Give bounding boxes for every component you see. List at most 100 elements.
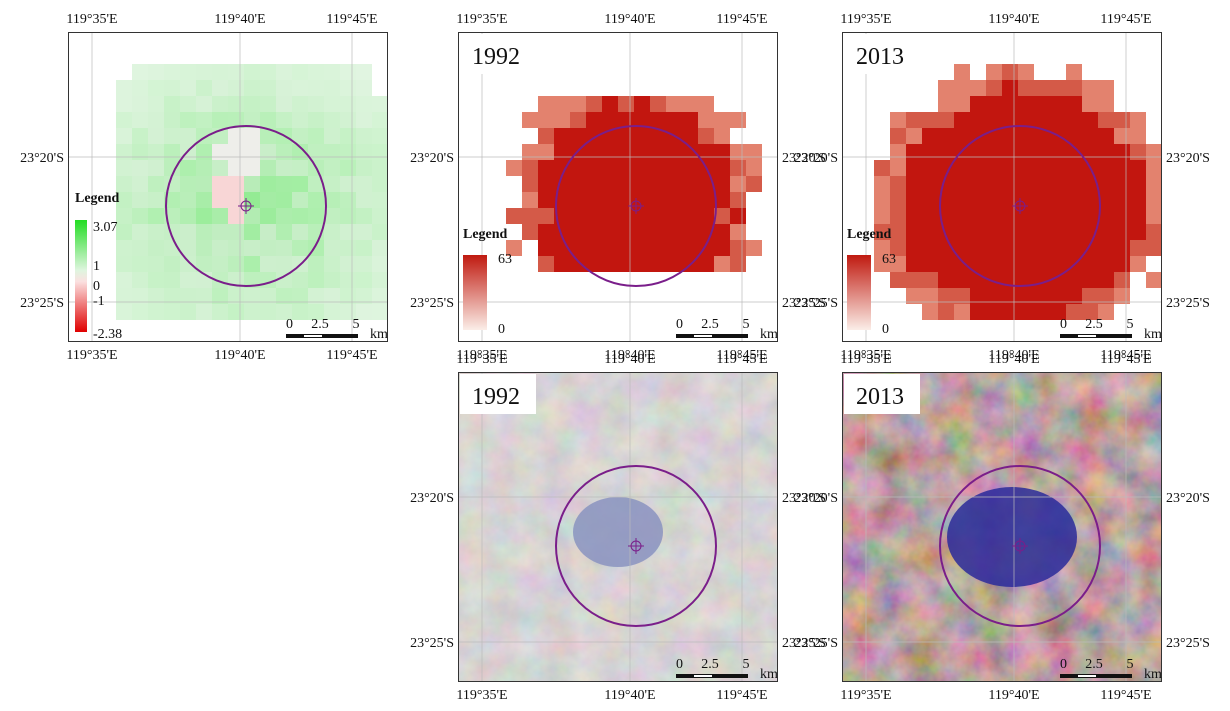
raster-cell <box>1066 208 1082 224</box>
raster-cell <box>570 208 586 224</box>
lon-label: 119°45'E <box>1100 352 1151 367</box>
raster-cell <box>922 272 938 288</box>
raster-cell <box>634 240 650 256</box>
raster-cell <box>212 208 228 224</box>
raster-cell <box>116 288 132 304</box>
raster-cell <box>522 192 538 208</box>
raster-cell <box>634 256 650 272</box>
lon-label: 119°45'E <box>716 688 767 703</box>
lon-label: 119°40'E <box>988 352 1039 367</box>
raster-cell <box>570 224 586 240</box>
figure: Legend3.0710-1-2.3802.55km119°35'E119°35… <box>0 0 1230 706</box>
raster-cell <box>1146 176 1162 192</box>
raster-cell <box>698 128 714 144</box>
legend-bar <box>847 255 871 330</box>
raster-cell <box>922 192 938 208</box>
raster-cell <box>650 96 666 112</box>
raster-cell <box>292 208 308 224</box>
raster-cell <box>132 128 148 144</box>
raster-cell <box>228 96 244 112</box>
raster-cell <box>260 304 276 320</box>
raster-cell <box>132 288 148 304</box>
scale-label: 2.5 <box>1085 657 1103 672</box>
raster-cell <box>970 144 986 160</box>
raster-cell <box>970 112 986 128</box>
raster-cell <box>228 208 244 224</box>
raster-cell <box>164 80 180 96</box>
raster-cell <box>356 112 372 128</box>
raster-cell <box>522 224 538 240</box>
raster-cell <box>164 64 180 80</box>
raster-cell <box>970 240 986 256</box>
raster-cell <box>922 304 938 320</box>
raster-cell <box>372 304 388 320</box>
raster-cell <box>1146 144 1162 160</box>
raster-cell <box>970 192 986 208</box>
raster-cell <box>650 208 666 224</box>
raster-cell <box>986 208 1002 224</box>
raster-cell <box>570 128 586 144</box>
raster-cell <box>340 112 356 128</box>
raster-cell <box>954 288 970 304</box>
raster-cell <box>164 96 180 112</box>
raster-cell <box>196 288 212 304</box>
scale-bar <box>1078 675 1096 677</box>
raster-cell <box>602 176 618 192</box>
raster-cell <box>1050 192 1066 208</box>
raster-cell <box>970 224 986 240</box>
legend-label: 63 <box>498 252 512 267</box>
raster-cell <box>602 160 618 176</box>
lon-label: 119°35'E <box>840 12 891 27</box>
raster-cell <box>132 256 148 272</box>
raster-cell <box>634 96 650 112</box>
raster-cell <box>1002 208 1018 224</box>
raster-cell <box>602 192 618 208</box>
raster-cell <box>1002 224 1018 240</box>
raster-cell <box>276 80 292 96</box>
raster-cell <box>522 112 538 128</box>
raster-cell <box>1034 192 1050 208</box>
raster-cell <box>1098 112 1114 128</box>
raster-cell <box>1066 240 1082 256</box>
raster-cell <box>698 208 714 224</box>
raster-cell <box>292 176 308 192</box>
raster-cell <box>1130 144 1146 160</box>
raster-cell <box>874 208 890 224</box>
raster-cell <box>906 192 922 208</box>
raster-cell <box>196 304 212 320</box>
raster-cell <box>986 64 1002 80</box>
lon-label: 119°35'E <box>456 12 507 27</box>
map-panel: 2013Legend63002.55km <box>842 32 1162 342</box>
scale-unit: km <box>1144 327 1162 342</box>
raster-cell <box>986 240 1002 256</box>
raster-cell <box>148 288 164 304</box>
raster-cell <box>164 176 180 192</box>
raster-cell <box>954 96 970 112</box>
raster-cell <box>714 144 730 160</box>
raster-cell <box>356 192 372 208</box>
lon-label: 119°40'E <box>604 688 655 703</box>
scale-label: 5 <box>1127 657 1134 672</box>
raster-cell <box>746 240 762 256</box>
raster-cell <box>1082 272 1098 288</box>
legend-label: 1 <box>93 259 100 274</box>
raster-cell <box>538 128 554 144</box>
scale-label: 0 <box>676 317 683 332</box>
lat-label: 23°20'S <box>20 151 64 166</box>
raster-cell <box>116 304 132 320</box>
raster-cell <box>132 176 148 192</box>
raster-cell <box>618 96 634 112</box>
raster-cell <box>372 224 388 240</box>
raster-cell <box>180 272 196 288</box>
raster-cell <box>372 176 388 192</box>
raster-cell <box>1018 80 1034 96</box>
raster-cell <box>906 224 922 240</box>
raster-cell <box>244 64 260 80</box>
raster-cell <box>746 160 762 176</box>
legend-label: 0 <box>93 279 100 294</box>
lon-label: 119°45'E <box>326 348 377 363</box>
raster-cell <box>356 144 372 160</box>
raster-cell <box>228 176 244 192</box>
scale-label: 2.5 <box>701 317 719 332</box>
raster-cell <box>1098 288 1114 304</box>
